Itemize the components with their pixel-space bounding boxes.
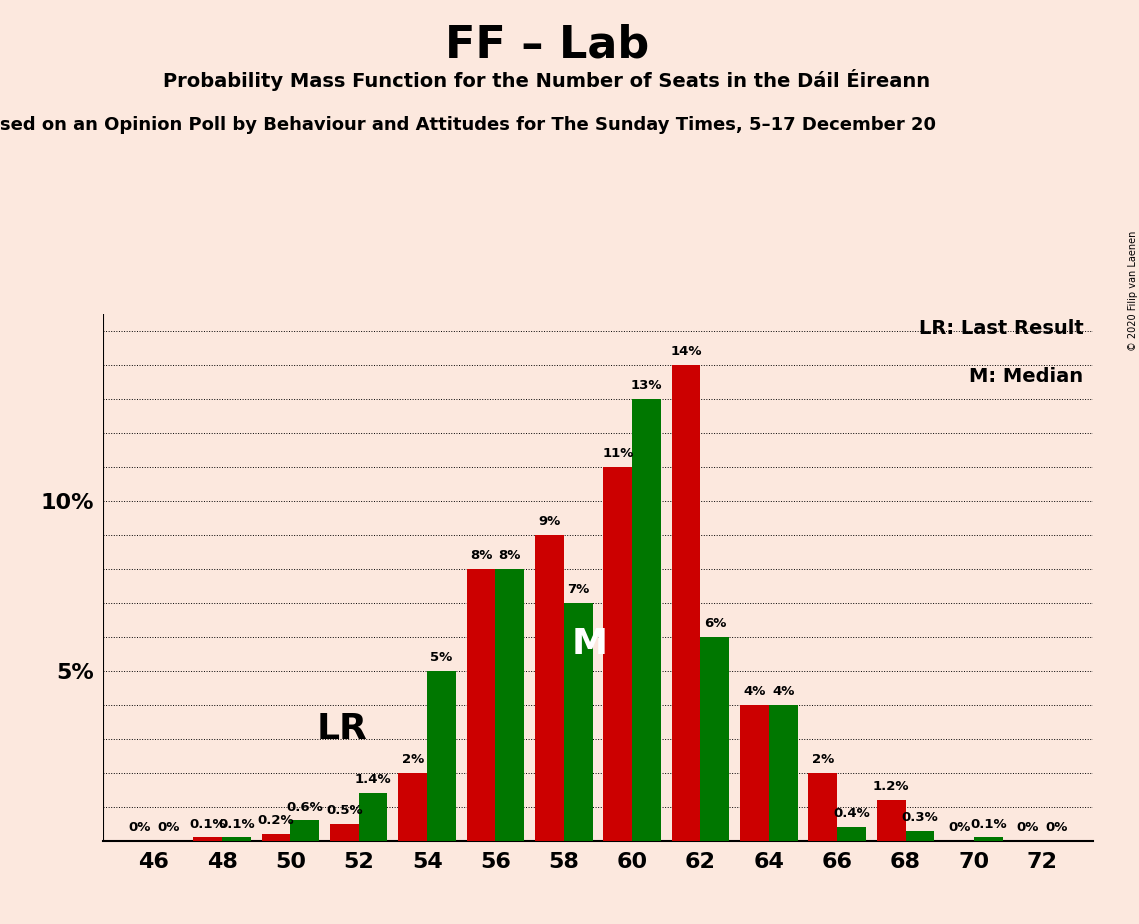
Bar (290, 821, 319, 841)
Text: 0%: 0% (129, 821, 150, 834)
Bar (194, 837, 222, 841)
Bar (837, 827, 866, 841)
Text: LR: Last Result: LR: Last Result (919, 320, 1083, 338)
Text: 1.2%: 1.2% (872, 780, 909, 794)
Text: 13%: 13% (631, 380, 662, 393)
Bar (974, 837, 1002, 841)
Text: 6%: 6% (704, 617, 726, 630)
Bar (672, 365, 700, 841)
Text: © 2020 Filip van Laenen: © 2020 Filip van Laenen (1129, 231, 1138, 351)
Bar (604, 467, 632, 841)
Text: LR: LR (317, 711, 367, 746)
Text: 0.1%: 0.1% (219, 818, 255, 831)
Text: 2%: 2% (402, 753, 424, 766)
Text: FF – Lab: FF – Lab (444, 23, 649, 67)
Text: sed on an Opinion Poll by Behaviour and Attitudes for The Sunday Times, 5–17 Dec: sed on an Opinion Poll by Behaviour and … (0, 116, 936, 133)
Text: 2%: 2% (812, 753, 834, 766)
Text: 0.3%: 0.3% (901, 811, 939, 824)
Text: 0.1%: 0.1% (189, 818, 226, 831)
Text: 0.4%: 0.4% (833, 808, 870, 821)
Bar (359, 794, 387, 841)
Text: 1.4%: 1.4% (355, 773, 392, 786)
Bar (427, 671, 456, 841)
Text: 7%: 7% (567, 583, 589, 596)
Text: 0%: 0% (949, 821, 970, 834)
Text: M: Median: M: Median (969, 367, 1083, 386)
Bar (262, 834, 290, 841)
Text: 0.6%: 0.6% (286, 801, 323, 814)
Bar (769, 705, 797, 841)
Text: 8%: 8% (499, 549, 521, 562)
Text: 0.2%: 0.2% (257, 814, 294, 827)
Text: 0.5%: 0.5% (326, 804, 362, 817)
Text: 11%: 11% (603, 447, 633, 460)
Bar (906, 831, 934, 841)
Bar (330, 824, 359, 841)
Text: 0.1%: 0.1% (970, 818, 1007, 831)
Bar (809, 772, 837, 841)
Bar (700, 637, 729, 841)
Bar (495, 569, 524, 841)
Bar (564, 603, 592, 841)
Bar (632, 399, 661, 841)
Text: 5%: 5% (431, 651, 452, 664)
Bar (877, 800, 906, 841)
Bar (467, 569, 495, 841)
Text: 0%: 0% (1017, 821, 1039, 834)
Text: M: M (572, 626, 608, 661)
Text: 4%: 4% (744, 685, 765, 699)
Text: 4%: 4% (772, 685, 794, 699)
Bar (535, 535, 564, 841)
Bar (740, 705, 769, 841)
Bar (222, 837, 251, 841)
Text: Probability Mass Function for the Number of Seats in the Dáil Éireann: Probability Mass Function for the Number… (163, 69, 931, 91)
Text: 8%: 8% (470, 549, 492, 562)
Text: 0%: 0% (1046, 821, 1067, 834)
Text: 0%: 0% (157, 821, 179, 834)
Text: 9%: 9% (539, 516, 560, 529)
Text: 14%: 14% (671, 346, 702, 359)
Bar (399, 772, 427, 841)
